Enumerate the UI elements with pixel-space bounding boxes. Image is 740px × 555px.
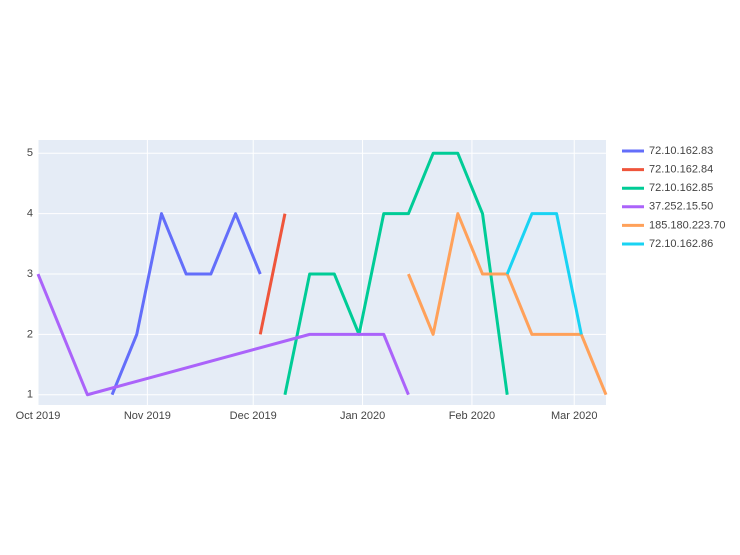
x-tick-label: Nov 2019	[124, 410, 171, 422]
y-tick-label: 4	[27, 208, 33, 220]
series-line	[505, 212, 583, 335]
y-tick-label: 3	[27, 268, 33, 280]
y-tick-label: 2	[27, 328, 33, 340]
plot-area	[38, 140, 606, 405]
legend-label: 72.10.162.83	[649, 145, 713, 157]
x-tick-label: Mar 2020	[551, 410, 597, 422]
x-tick-label: Dec 2019	[230, 410, 277, 422]
x-tick-label: Jan 2020	[340, 410, 385, 422]
legend-label: 37.252.15.50	[649, 201, 713, 213]
series-line	[283, 151, 509, 396]
y-tick-label: 1	[27, 389, 33, 401]
legend-label: 185.180.223.70	[649, 219, 725, 231]
series-line	[258, 213, 287, 335]
legend-label: 72.10.162.85	[649, 182, 713, 194]
legend-label: 72.10.162.86	[649, 238, 713, 250]
x-tick-label: Oct 2019	[16, 410, 61, 422]
series-line	[36, 273, 410, 397]
x-tick-label: Feb 2020	[449, 410, 495, 422]
y-tick-label: 5	[27, 147, 33, 159]
legend-label: 72.10.162.84	[649, 164, 713, 176]
series-line	[110, 212, 262, 396]
